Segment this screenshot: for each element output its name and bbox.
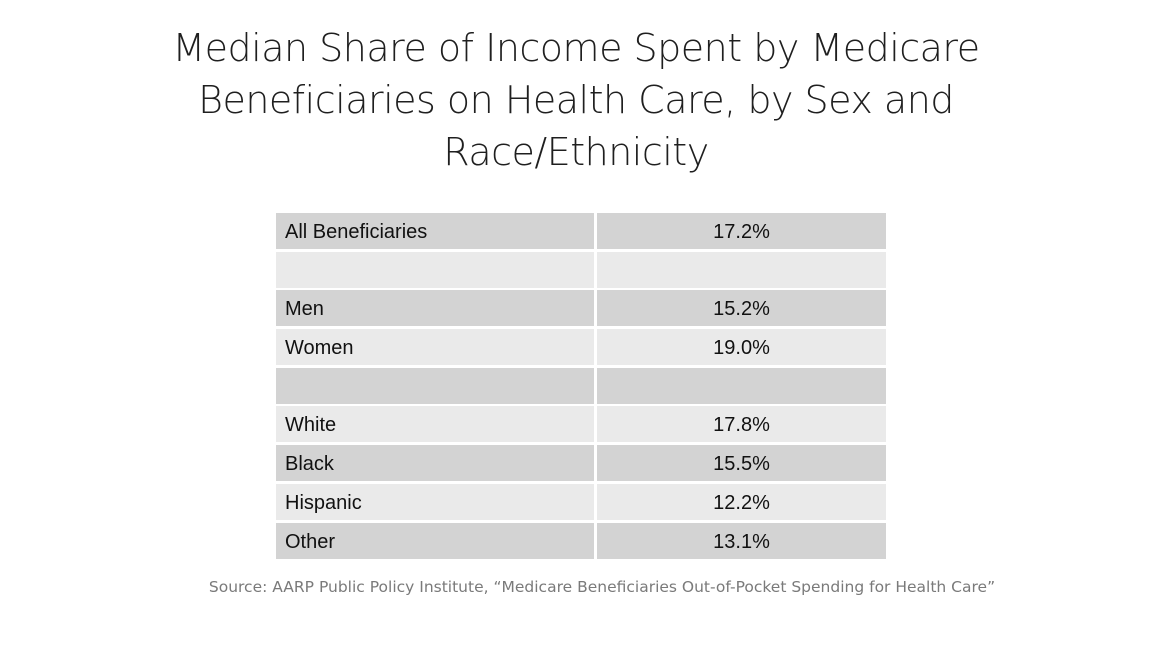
row-label: Other: [276, 522, 594, 559]
row-value: 13.1%: [597, 522, 886, 559]
row-label: [276, 367, 594, 404]
row-value: 12.2%: [597, 483, 886, 520]
table-row: All Beneficiaries 17.2%: [276, 213, 886, 249]
table-row: [276, 367, 886, 404]
page-title: Median Share of Income Spent by Medicare…: [100, 22, 1052, 178]
table-row: Women 19.0%: [276, 329, 886, 366]
row-label: Hispanic: [276, 483, 594, 520]
data-table: All Beneficiaries 17.2% Men 15.2% Women …: [276, 213, 886, 561]
row-label: White: [276, 406, 594, 443]
title-line-3: Race/Ethnicity: [443, 130, 709, 174]
source-note: Source: AARP Public Policy Institute, “M…: [208, 578, 996, 596]
row-value: 17.8%: [597, 406, 886, 443]
row-label: All Beneficiaries: [276, 213, 594, 249]
row-value: 15.2%: [597, 290, 886, 327]
title-line-2: Beneficiaries on Health Care, by Sex and: [198, 78, 954, 122]
table-row: Hispanic 12.2%: [276, 483, 886, 520]
table-row: White 17.8%: [276, 406, 886, 443]
table-row: Other 13.1%: [276, 522, 886, 559]
row-value: 15.5%: [597, 445, 886, 482]
table-row: Men 15.2%: [276, 290, 886, 327]
row-label: Women: [276, 329, 594, 366]
row-label: Men: [276, 290, 594, 327]
row-value: [597, 367, 886, 404]
table-row: [276, 251, 886, 288]
row-value: [597, 251, 886, 288]
table-row: Black 15.5%: [276, 445, 886, 482]
row-label: Black: [276, 445, 594, 482]
title-line-1: Median Share of Income Spent by Medicare: [172, 26, 980, 70]
row-value: 19.0%: [597, 329, 886, 366]
row-value: 17.2%: [597, 213, 886, 249]
row-label: [276, 251, 594, 288]
